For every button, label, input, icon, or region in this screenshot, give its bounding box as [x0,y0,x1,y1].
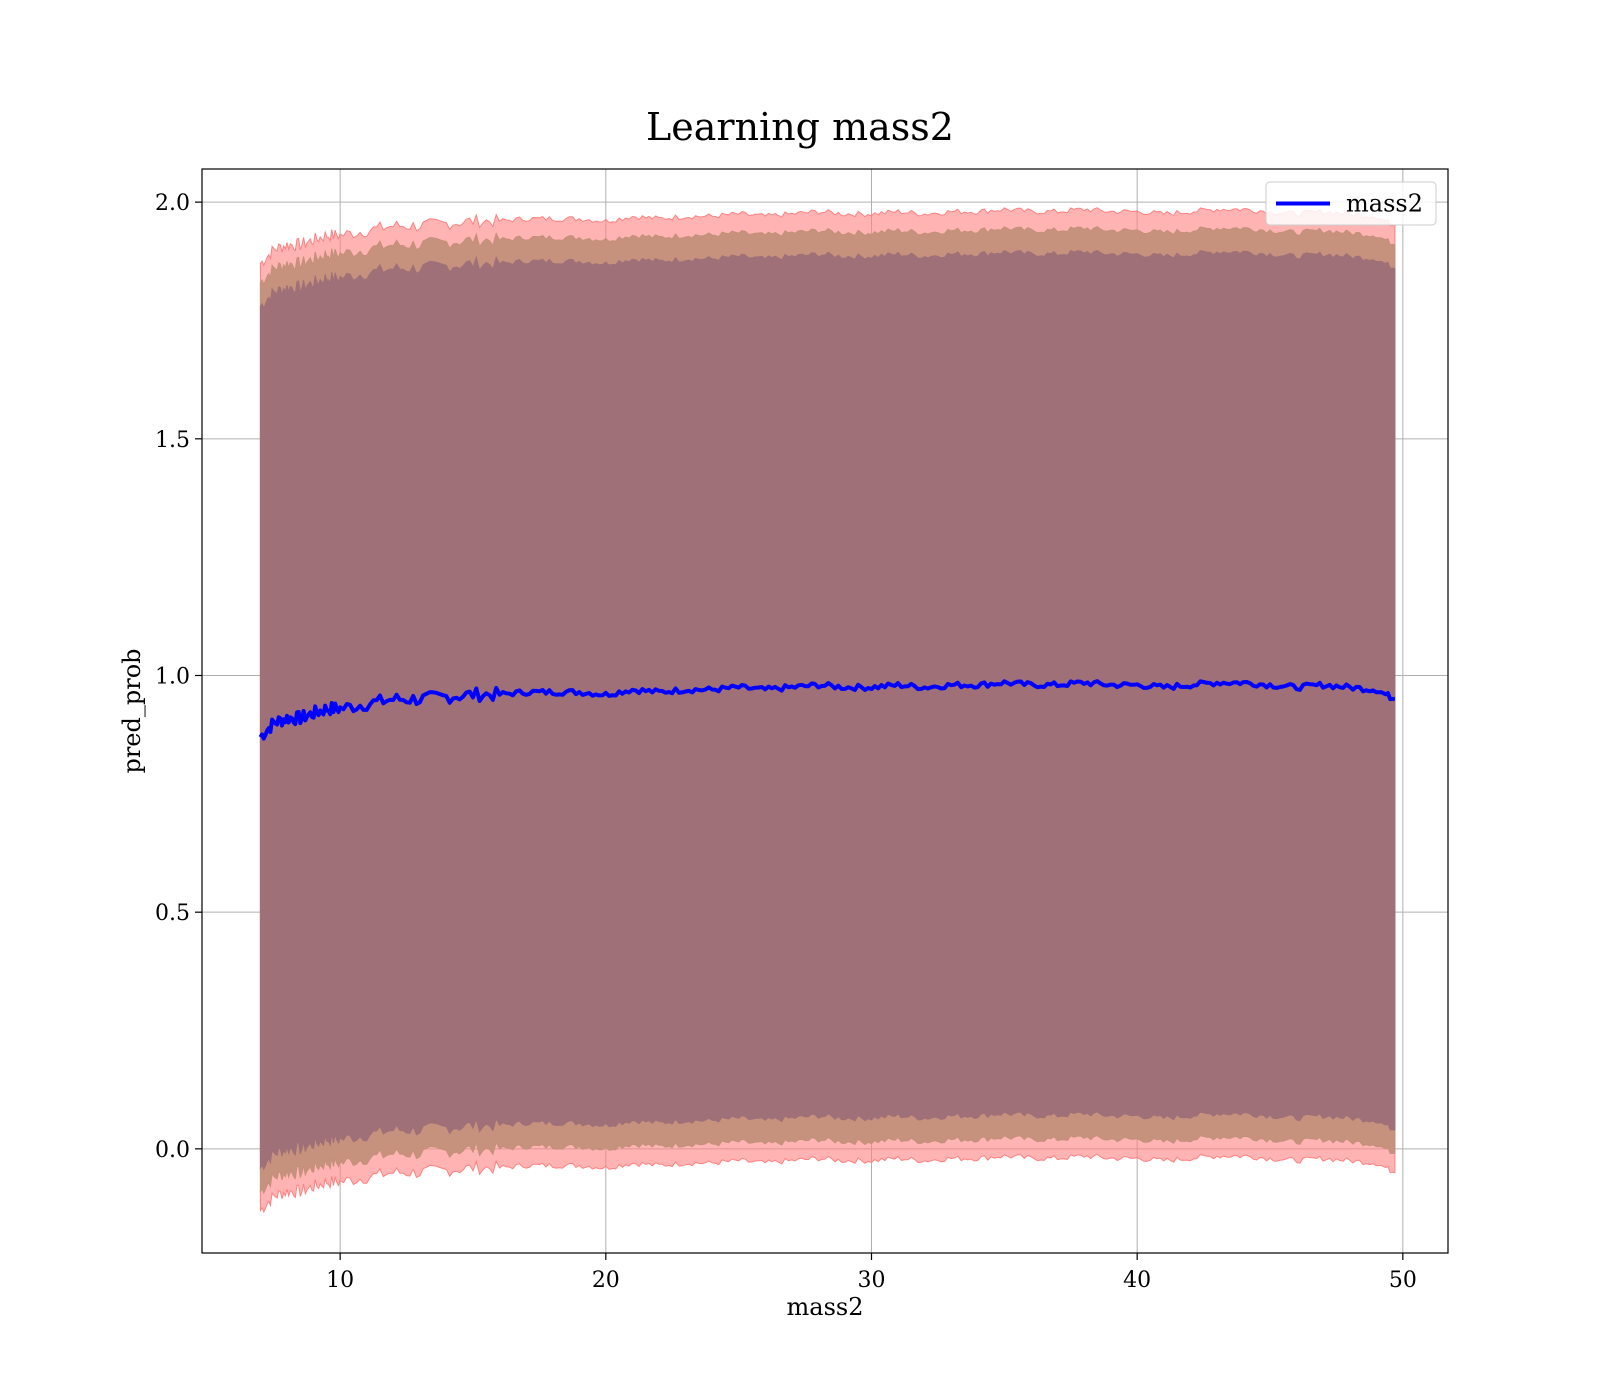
x-tick-label: 20 [592,1268,620,1293]
chart-title: Learning mass2 [646,105,954,149]
y-tick-label: 1.0 [155,664,190,689]
x-tick-label: 50 [1389,1268,1417,1293]
confidence-bands [259,207,1396,1214]
y-tick-label: 0.5 [155,901,190,926]
y-tick-label: 1.5 [155,428,190,453]
series-lines [258,679,1396,741]
x-axis-label: mass2 [787,1293,864,1321]
y-axis: 0.0 0.5 1.0 1.5 2.0 [155,191,202,1163]
legend-box [1265,181,1437,226]
band-inner [259,249,1396,1171]
x-tick-label: 10 [326,1268,354,1293]
x-tick-label: 40 [1123,1268,1151,1293]
legend-label: mass2 [1346,190,1423,218]
y-tick-label: 0.0 [155,1138,190,1163]
y-axis-label: pred_prob [118,648,146,773]
y-tick-label: 2.0 [155,191,190,216]
plot-frame [201,168,1449,1254]
x-tick-label: 30 [857,1268,885,1293]
series-line-mass2 [258,679,1396,741]
x-axis: 10 20 30 40 50 [326,1253,1417,1293]
legend: mass2 [1265,181,1437,226]
